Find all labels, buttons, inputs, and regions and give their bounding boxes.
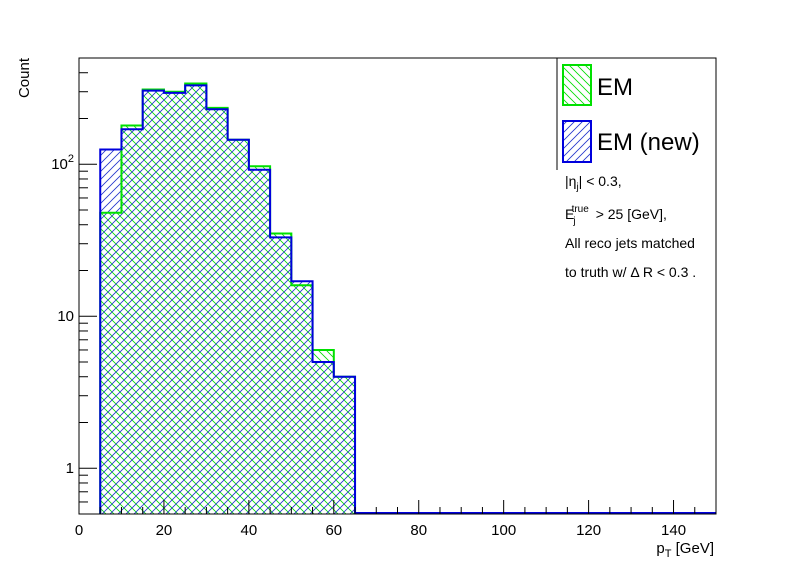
legend-label-em-new: EM (new) <box>597 129 700 156</box>
bar-fill-em-new <box>185 85 207 514</box>
x-tick-label: 40 <box>241 522 258 539</box>
legend-entry-em-new: EM (new) <box>562 120 700 163</box>
bar-fill-em-new <box>142 90 164 514</box>
bar-fill-em-new <box>270 237 292 514</box>
bar-fill-em-new <box>248 169 271 515</box>
bar-fill-em-new <box>227 139 249 514</box>
annotations: |ηj| < 0.3, Ejtrue > 25 [GeV], All reco … <box>565 173 696 280</box>
legend-swatch-em-new <box>562 120 592 163</box>
bar-fill-em-new <box>163 92 186 514</box>
x-tick-label: 140 <box>661 522 686 539</box>
x-axis-label: pT [GeV] <box>656 540 714 560</box>
bar-fill-em-new <box>291 281 313 514</box>
bar-fill-em-new <box>121 129 143 514</box>
legend: EM EM (new) <box>556 58 700 170</box>
y-tick-label: 102 <box>51 153 74 173</box>
x-tick-label: 100 <box>491 522 516 539</box>
x-tick-label: 120 <box>576 522 601 539</box>
legend-entry-em: EM <box>562 64 633 106</box>
bar-fill-em-new <box>333 376 356 514</box>
x-axis-ticks: 0 20 40 60 80 100 120 140 <box>75 500 717 539</box>
histogram-fills <box>100 83 356 515</box>
series-outline-em-new <box>99 84 357 514</box>
bar-fill-em-new <box>206 109 228 515</box>
legend-label-em: EM <box>597 74 633 101</box>
annotation-matched: All reco jets matched <box>565 235 695 251</box>
legend-swatch-em <box>562 64 592 106</box>
y-tick-label: 10 <box>57 308 74 325</box>
bar-fill-em-new <box>312 362 334 514</box>
y-tick-label: 1 <box>66 460 74 477</box>
x-tick-label: 80 <box>410 522 427 539</box>
annotation-eta-cut: |ηj| < 0.3, <box>565 173 622 193</box>
x-tick-label: 20 <box>156 522 173 539</box>
annotation-delta-r: to truth w/ Δ R < 0.3 . <box>565 264 696 280</box>
x-tick-label: 60 <box>325 522 342 539</box>
y-axis-ticks: 1 10 102 <box>51 57 97 515</box>
bar-fill-em-new <box>100 149 122 514</box>
annotation-energy-cut: Ejtrue > 25 [GeV], <box>565 204 667 227</box>
x-tick-label: 0 <box>75 522 83 539</box>
histogram-outlines <box>99 82 716 514</box>
y-axis-label: Count <box>16 57 33 98</box>
